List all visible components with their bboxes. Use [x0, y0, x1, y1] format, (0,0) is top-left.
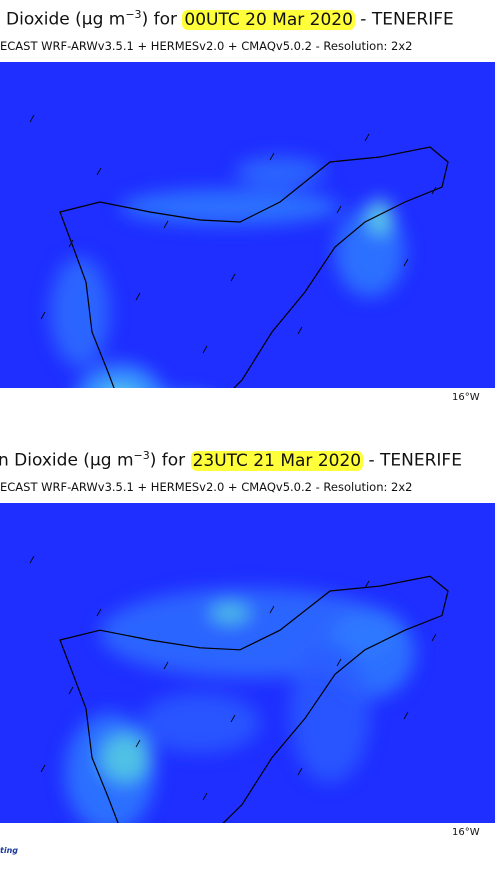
title-prefix: Dioxide (μg m: [6, 9, 126, 30]
longitude-label: 16°W: [452, 827, 480, 838]
concentration-blob: [140, 693, 260, 753]
map: [0, 62, 495, 388]
concentration-blob: [113, 387, 127, 388]
wind-barb: [29, 555, 35, 564]
wind-barb: [297, 767, 303, 776]
wind-barb: [68, 686, 74, 695]
wind-barb: [230, 714, 236, 723]
map: [0, 503, 495, 823]
wind-barb: [431, 186, 437, 195]
map-subtitle: ECAST WRF-ARWv3.5.1 + HERMESv2.0 + CMAQv…: [0, 39, 413, 53]
longitude-label: 16°W: [452, 392, 480, 403]
wind-barb: [135, 739, 141, 748]
concentration-blob: [290, 643, 370, 783]
title-middle: ) for: [141, 9, 183, 30]
island-outline: [59, 146, 449, 388]
wind-barb: [269, 152, 275, 161]
concentration-blob: [120, 189, 340, 225]
logo-text: ting: [0, 846, 18, 855]
concentration-blob: [78, 364, 162, 388]
title-time: 00UTC 20 Mar 2020: [182, 9, 355, 30]
title-exponent: −3: [133, 449, 150, 462]
concentration-blob: [100, 733, 150, 783]
title-exponent: −3: [125, 8, 142, 21]
title-middle: ) for: [149, 450, 191, 471]
title-suffix: - TENERIFE: [354, 9, 454, 30]
wind-barb: [96, 167, 102, 176]
title-time: 23UTC 21 Mar 2020: [190, 450, 364, 471]
map-subtitle: ECAST WRF-ARWv3.5.1 + HERMESv2.0 + CMAQv…: [0, 480, 413, 494]
concentration-field: [65, 588, 415, 823]
wind-barb: [297, 326, 303, 335]
wind-barb: [431, 633, 437, 642]
map-title: n Dioxide (μg m−3) for 23UTC 21 Mar 2020…: [0, 449, 462, 471]
wind-barb: [336, 658, 342, 667]
wind-barb: [230, 273, 236, 282]
wind-barb: [364, 580, 370, 589]
concentration-blob: [235, 157, 325, 187]
wind-barb: [163, 661, 169, 670]
map-title: Dioxide (μg m−3) for 00UTC 20 Mar 2020 -…: [6, 8, 454, 30]
wind-barb: [364, 133, 370, 142]
concentration-blob: [210, 603, 250, 623]
wind-barb: [68, 239, 74, 248]
wind-barb: [40, 764, 46, 773]
title-suffix: - TENERIFE: [363, 450, 462, 471]
wind-barb: [336, 205, 342, 214]
wind-barb: [40, 311, 46, 320]
wind-barb: [163, 220, 169, 229]
wind-barb: [403, 711, 409, 720]
wind-barb: [269, 605, 275, 614]
wind-barb: [135, 292, 141, 301]
island-outline: [59, 575, 449, 823]
wind-barb: [202, 792, 208, 801]
concentration-blob: [368, 199, 392, 235]
wind-barb: [96, 608, 102, 617]
concentration-blob: [50, 257, 110, 367]
wind-barb: [29, 114, 35, 123]
wind-barb: [202, 345, 208, 354]
title-prefix: n Dioxide (μg m: [0, 450, 134, 471]
wind-barb: [403, 258, 409, 267]
